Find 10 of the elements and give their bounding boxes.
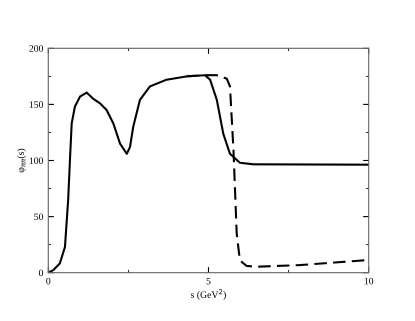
x-tick-label: 0 [46, 278, 50, 284]
x-tick-label: 5 [206, 278, 211, 284]
y-axis-title: φ$_{ππ}$(s) [17, 148, 26, 172]
y-tick-label: 100 [30, 157, 44, 164]
y-tick-label: 0 [38, 270, 44, 276]
y-tick-label: 200 [29, 45, 44, 52]
x-tick-label: 10 [364, 278, 374, 284]
y-tick-label: 50 [34, 214, 44, 220]
x-axis-title: s (GeV$^{2}$) [191, 289, 226, 300]
y-tick-label: 150 [30, 101, 44, 108]
